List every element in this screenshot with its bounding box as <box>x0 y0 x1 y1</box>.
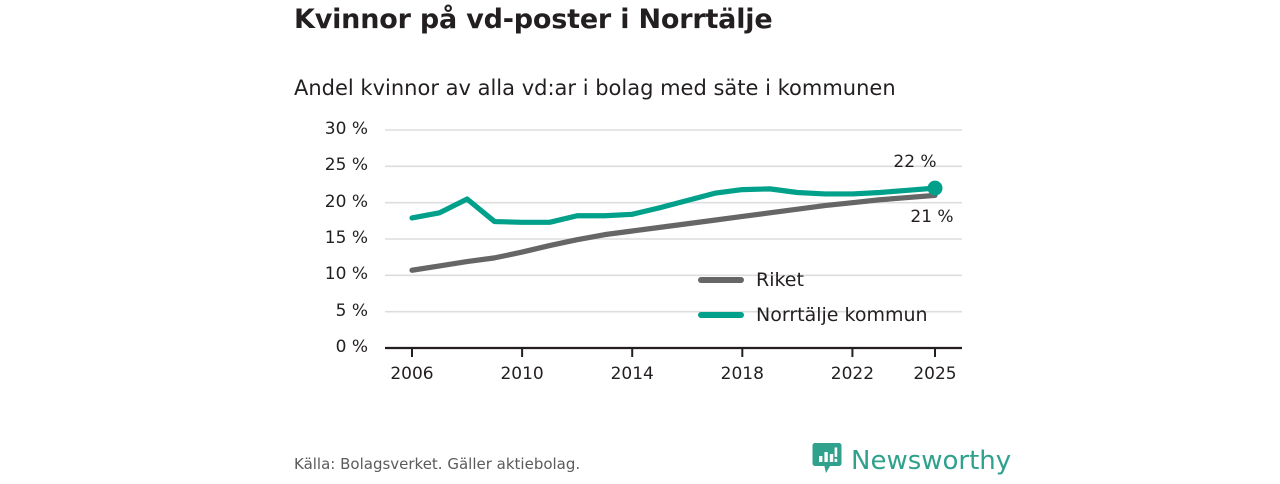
page-subtitle: Andel kvinnor av alla vd:ar i bolag med … <box>294 76 896 100</box>
legend-label-norrtalje: Norrtälje kommun <box>756 304 928 326</box>
x-axis-tick-label: 2025 <box>913 364 957 384</box>
series-line-norrtalje <box>409 185 938 225</box>
series-end-marker-norrtalje <box>927 180 943 196</box>
y-axis-tick-label: 30 % <box>324 119 368 139</box>
y-axis-tick-label: 25 % <box>324 155 368 176</box>
legend-item-norrtalje[interactable]: Norrtälje kommun <box>698 303 928 327</box>
x-axis-tick-label: 2014 <box>610 364 654 384</box>
y-axis-tick-label: 5 % <box>335 300 368 321</box>
y-axis-tick-label: 20 % <box>324 191 368 212</box>
x-axis-tick-label: 2018 <box>720 364 764 384</box>
series-line-riket <box>409 192 938 273</box>
end-value-label-riket: 21 % <box>910 207 954 228</box>
x-axis-tick-label: 2022 <box>830 364 875 384</box>
legend-item-riket[interactable]: Riket <box>698 268 928 292</box>
y-axis-tick-label: 15 % <box>324 228 368 248</box>
legend-swatch-riket <box>698 277 744 283</box>
x-axis-tick-label: 2010 <box>500 364 544 384</box>
brand-name: Newsworthy <box>851 446 1012 476</box>
x-axis-tick-label: 2006 <box>390 364 434 384</box>
brand-logo[interactable]: Newsworthy <box>812 442 1011 480</box>
source-note: Källa: Bolagsverket. Gäller aktiebolag. <box>294 455 581 473</box>
end-value-label-norrtalje: 22 % <box>893 152 937 173</box>
newsworthy-bar-chart-pin-icon <box>812 442 842 480</box>
legend-label-riket: Riket <box>756 269 804 291</box>
y-axis-tick-label: 10 % <box>324 264 368 285</box>
y-axis-tick-label: 0 % <box>335 337 368 357</box>
legend-swatch-norrtalje <box>698 312 744 318</box>
page-title: Kvinnor på vd-poster i Norrtälje <box>294 4 773 35</box>
chart-legend: Riket Norrtälje kommun <box>698 268 928 327</box>
